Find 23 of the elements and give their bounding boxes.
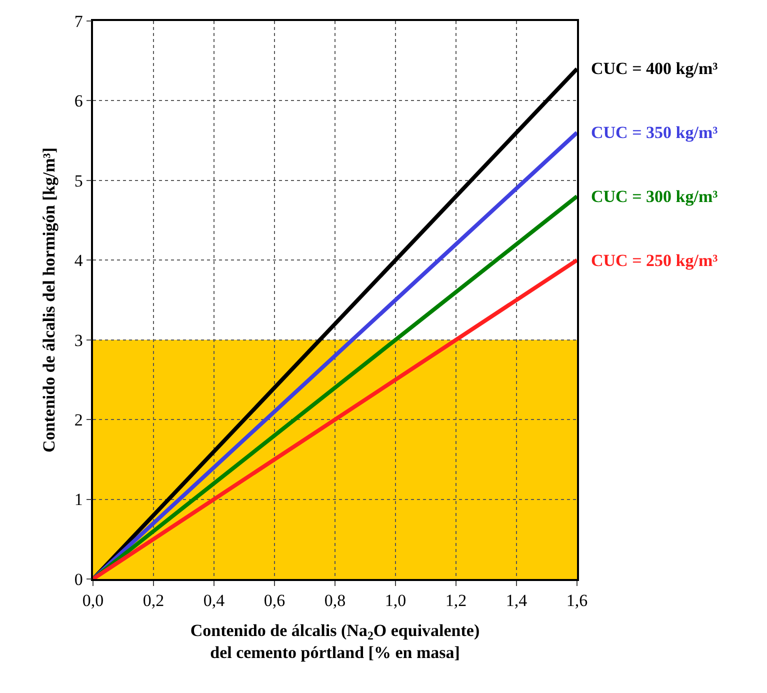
x-tick-label: 0,0 bbox=[82, 591, 104, 610]
y-tick-label: 6 bbox=[74, 92, 83, 111]
x-tick-label: 0,4 bbox=[203, 591, 226, 610]
y-tick-label: 1 bbox=[74, 490, 83, 510]
series-label: CUC = 300 kg/m³ bbox=[591, 187, 718, 206]
x-tick-label: 0,2 bbox=[142, 591, 164, 610]
x-tick-label: 0,6 bbox=[264, 591, 286, 610]
series-label: CUC = 350 kg/m³ bbox=[591, 123, 718, 142]
y-tick-label: 7 bbox=[74, 12, 84, 31]
x-tick-label: 1,2 bbox=[445, 591, 467, 610]
y-axis-title: Contenido de álcalis del hormigón [kg/m³] bbox=[39, 148, 58, 452]
y-tick-label: 0 bbox=[74, 570, 83, 589]
series-label: CUC = 250 kg/m³ bbox=[591, 251, 718, 270]
x-axis-title: Contenido de álcalis (Na$_{2}$O equivalente) del cemento pórtland [% en masa] bbox=[190, 621, 480, 662]
y-tick-label: 5 bbox=[74, 171, 83, 190]
x-tick-label: 1,4 bbox=[506, 591, 528, 610]
x-tick-label: 0,8 bbox=[324, 591, 346, 610]
y-tick-label: 3 bbox=[74, 330, 83, 350]
series-label: CUC = 400 kg/m³ bbox=[591, 59, 718, 78]
y-tick-label: 2 bbox=[74, 410, 83, 430]
x-tick-label: 1,6 bbox=[566, 591, 588, 610]
y-tick-label: 4 bbox=[74, 251, 84, 270]
x-tick-label: 1,0 bbox=[384, 591, 406, 610]
